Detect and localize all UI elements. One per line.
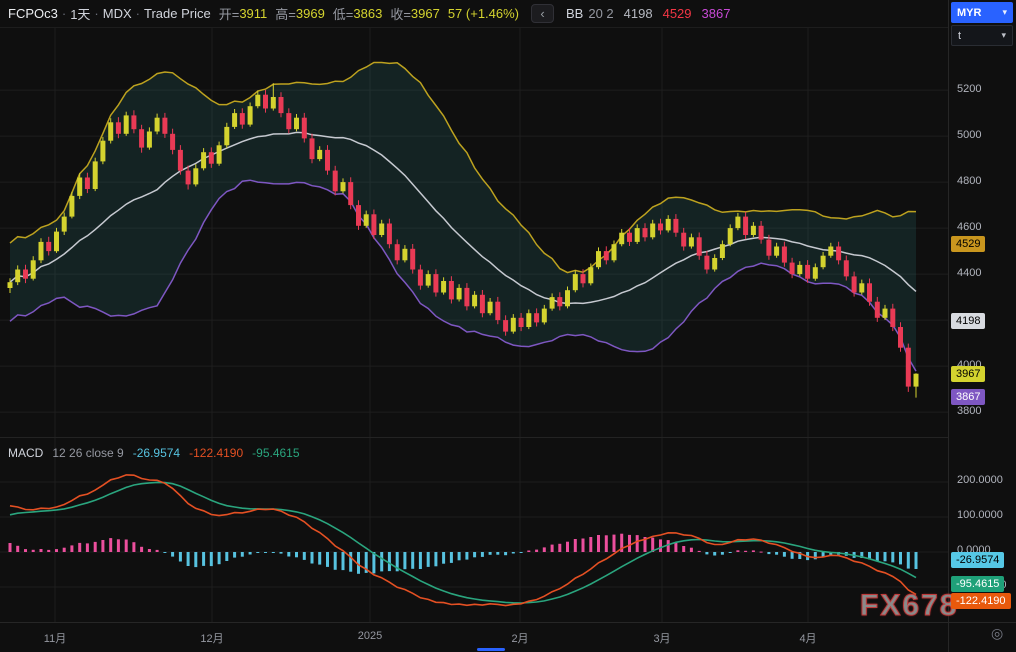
bb-indicator-title[interactable]: BB — [566, 6, 583, 21]
chevron-down-icon: ▾ — [1002, 7, 1007, 18]
separator: · — [62, 6, 66, 21]
price-axis-label: 4800 — [957, 175, 981, 187]
bb-indicator-params: 20 2 — [588, 6, 613, 21]
price-chart-svg — [0, 28, 948, 437]
open-value: 3911 — [239, 6, 267, 21]
price-badge: 3867 — [951, 389, 985, 405]
chart-toolbar: FCPOc3 · 1天 · MDX · Trade Price 开=3911 高… — [0, 0, 948, 28]
price-axis-label: 4600 — [957, 221, 981, 233]
interval-value[interactable]: 1天 — [70, 4, 90, 23]
bb-upper-value: 4529 — [663, 6, 692, 21]
unit-dropdown[interactable]: t ▾ — [951, 25, 1013, 46]
macd-legend: MACD 12 26 close 9 -26.9574 -122.4190 -9… — [8, 446, 300, 460]
price-axis[interactable]: MYR ▾ t ▾ 520050004800460044004200400038… — [948, 0, 1016, 652]
macd-badge: -122.4190 — [951, 593, 1011, 609]
fx678-watermark: FX678 — [860, 589, 958, 623]
symbol-name[interactable]: FCPOc3 — [8, 6, 58, 21]
currency-dropdown[interactable]: MYR ▾ — [951, 2, 1013, 23]
price-axis-label: 3800 — [957, 405, 981, 417]
time-axis-label: 3月 — [638, 630, 686, 646]
change-value: 57 (+1.46%) — [448, 6, 519, 21]
low-label: 低= — [333, 4, 354, 23]
macd-indicator-title[interactable]: MACD — [8, 446, 43, 460]
macd-histogram-value: -26.9574 — [133, 446, 180, 460]
bb-lower-value: 3867 — [702, 6, 731, 21]
macd-badge: -95.4615 — [951, 576, 1004, 592]
macd-indicator-params: 12 26 close 9 — [52, 446, 123, 460]
exchange-name: MDX — [103, 6, 132, 21]
time-axis-label: 4月 — [784, 630, 832, 646]
high-value: 3969 — [296, 6, 325, 21]
price-axis-label: 4400 — [957, 267, 981, 279]
open-label: 开= — [219, 4, 240, 23]
macd-axis-label: 100.0000 — [957, 509, 1003, 521]
price-axis-label: 5000 — [957, 129, 981, 141]
close-value: 3967 — [411, 6, 440, 21]
macd-badge: -26.9574 — [951, 552, 1004, 568]
time-axis-label: 2025 — [346, 630, 394, 642]
unit-dropdown-value: t — [958, 30, 961, 42]
price-chart-pane[interactable] — [0, 28, 948, 437]
high-label: 高= — [275, 4, 296, 23]
scroll-to-realtime-icon[interactable]: ◎ — [991, 625, 1003, 642]
price-axis-label: 5200 — [957, 83, 981, 95]
price-badge: 4529 — [951, 236, 985, 252]
macd-pane[interactable]: MACD 12 26 close 9 -26.9574 -122.4190 -9… — [0, 437, 948, 623]
collapse-legend-button[interactable]: ‹ — [531, 4, 554, 23]
time-axis-label: 2月 — [496, 630, 544, 646]
macd-svg — [0, 438, 948, 623]
time-scrollbar-thumb[interactable] — [477, 648, 505, 651]
chevron-down-icon: ▾ — [1001, 30, 1006, 41]
time-axis-label: 11月 — [31, 630, 79, 646]
time-axis[interactable]: 11月 12月 2025 2月 3月 4月 — [0, 622, 1016, 652]
separator: · — [136, 6, 140, 21]
price-badge: 3967 — [951, 366, 985, 382]
price-type-label: Trade Price — [144, 6, 211, 21]
price-badge: 4198 — [951, 313, 985, 329]
low-value: 3863 — [353, 6, 382, 21]
bb-basis-value: 4198 — [624, 6, 653, 21]
close-label: 收= — [390, 4, 411, 23]
macd-line-value: -122.4190 — [189, 446, 243, 460]
macd-axis-label: 200.0000 — [957, 474, 1003, 486]
macd-signal-value: -95.4615 — [252, 446, 299, 460]
separator: · — [94, 6, 98, 21]
trading-chart-app: FCPOc3 · 1天 · MDX · Trade Price 开=3911 高… — [0, 0, 1016, 652]
currency-dropdown-value: MYR — [957, 7, 981, 19]
time-axis-label: 12月 — [188, 630, 236, 646]
